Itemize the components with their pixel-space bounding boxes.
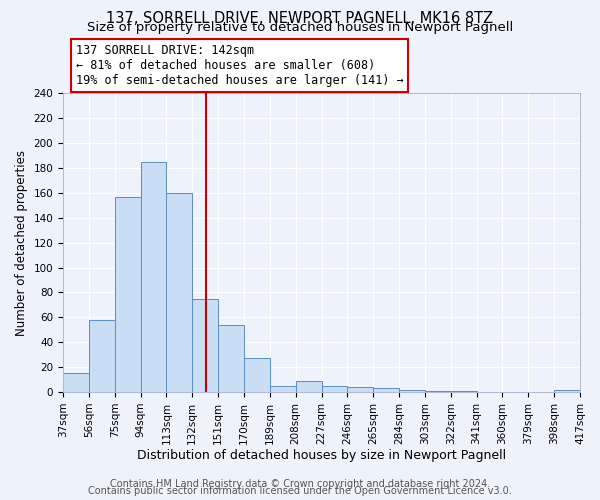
- Bar: [451, 391, 476, 392]
- Bar: [140, 162, 166, 392]
- Bar: [270, 386, 296, 392]
- Bar: [425, 391, 451, 392]
- Bar: [89, 320, 115, 392]
- Text: 137 SORRELL DRIVE: 142sqm
← 81% of detached houses are smaller (608)
19% of semi: 137 SORRELL DRIVE: 142sqm ← 81% of detac…: [76, 44, 404, 87]
- Bar: [218, 325, 244, 392]
- Text: Size of property relative to detached houses in Newport Pagnell: Size of property relative to detached ho…: [87, 22, 513, 35]
- Bar: [115, 196, 140, 392]
- Bar: [63, 374, 89, 392]
- Text: Contains HM Land Registry data © Crown copyright and database right 2024.: Contains HM Land Registry data © Crown c…: [110, 479, 490, 489]
- Text: 137, SORRELL DRIVE, NEWPORT PAGNELL, MK16 8TZ: 137, SORRELL DRIVE, NEWPORT PAGNELL, MK1…: [106, 11, 494, 26]
- Bar: [347, 387, 373, 392]
- Bar: [373, 388, 399, 392]
- Bar: [322, 386, 347, 392]
- Bar: [399, 390, 425, 392]
- Y-axis label: Number of detached properties: Number of detached properties: [15, 150, 28, 336]
- X-axis label: Distribution of detached houses by size in Newport Pagnell: Distribution of detached houses by size …: [137, 450, 506, 462]
- Text: Contains public sector information licensed under the Open Government Licence v3: Contains public sector information licen…: [88, 486, 512, 496]
- Bar: [554, 390, 580, 392]
- Bar: [192, 298, 218, 392]
- Bar: [296, 381, 322, 392]
- Bar: [166, 193, 192, 392]
- Bar: [244, 358, 270, 392]
